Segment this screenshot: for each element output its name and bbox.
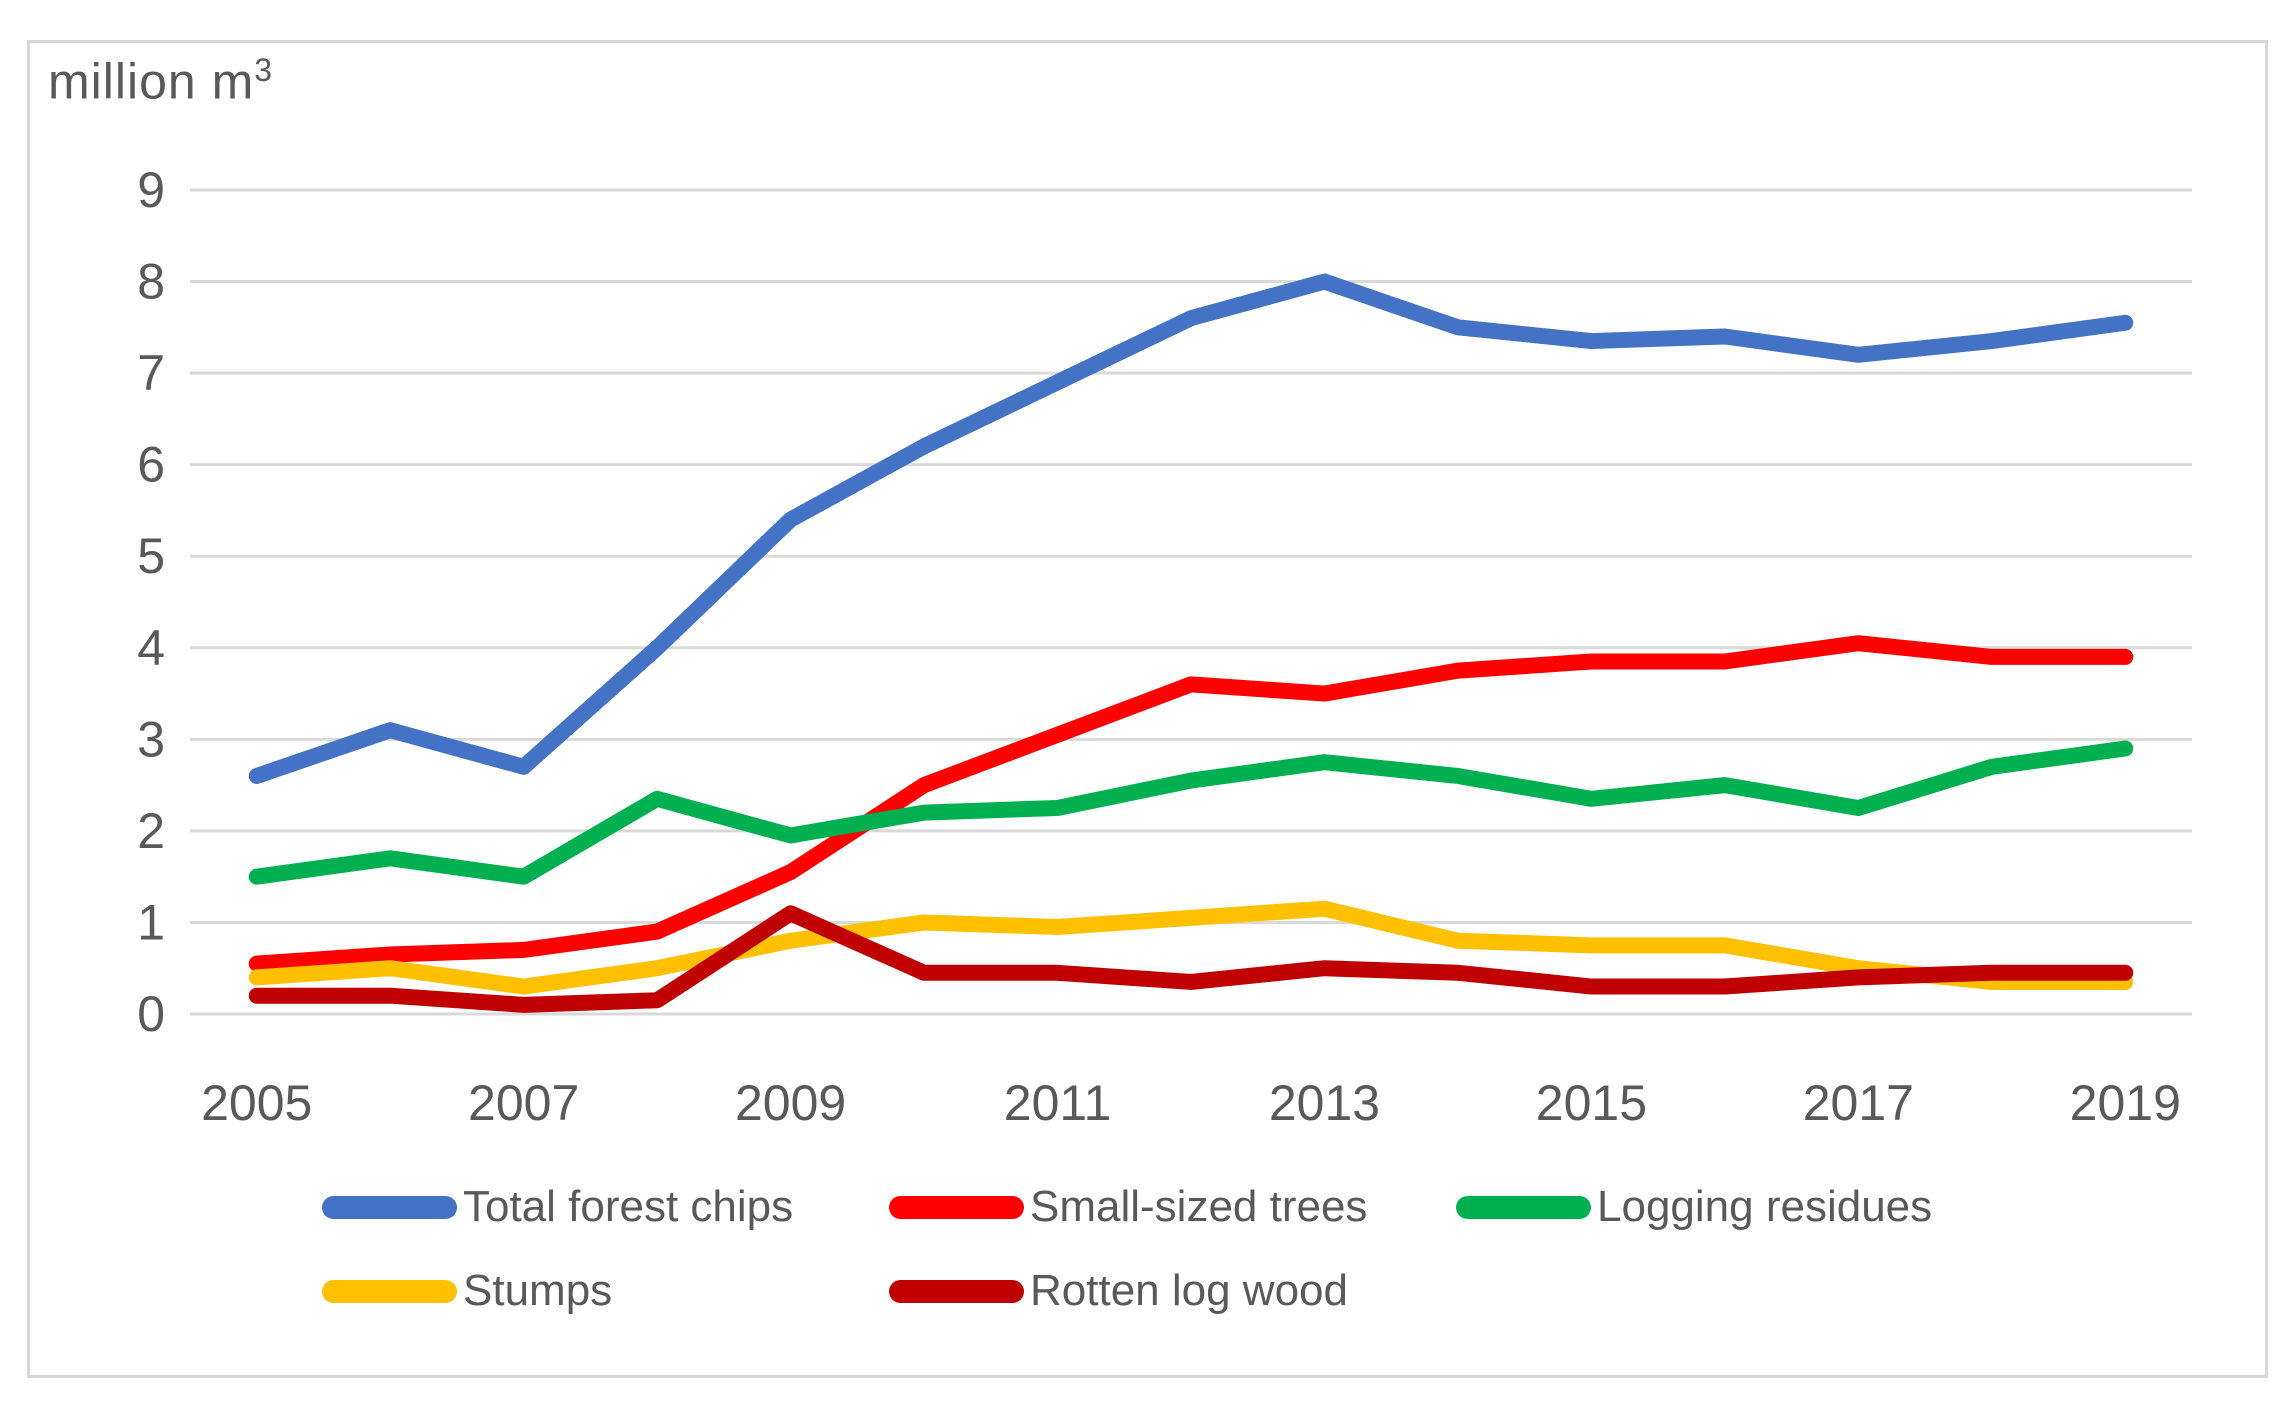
series-line-total-forest-chips	[248, 273, 2134, 784]
x-tick-label-2017: 2017	[1803, 1075, 1914, 1131]
y-tick-label-5: 5	[137, 528, 165, 584]
series-line-rotten-log-wood	[248, 905, 2134, 1013]
x-tick-label-2013: 2013	[1269, 1075, 1380, 1131]
y-tick-label-3: 3	[137, 711, 165, 767]
legend-item-small-sized-trees: Small-sized trees	[889, 1182, 1367, 1232]
axis-unit-text: million m	[48, 53, 255, 110]
series-line-logging-residues	[248, 740, 2134, 885]
legend-marker-logging-residues	[1456, 1195, 1591, 1219]
series-line-small-sized-trees	[248, 635, 2134, 972]
y-tick-label-6: 6	[137, 437, 165, 493]
legend-label-stumps: Stumps	[463, 1266, 613, 1315]
axis-unit-superscript: 3	[254, 52, 274, 88]
x-tick-label-2005: 2005	[201, 1075, 312, 1131]
legend-label-total-forest-chips: Total forest chips	[463, 1182, 794, 1231]
legend-label-logging-residues: Logging residues	[1597, 1182, 1933, 1231]
y-tick-label-7: 7	[137, 345, 165, 401]
y-tick-label-2: 2	[137, 803, 165, 859]
legend-label-rotten-log-wood: Rotten log wood	[1030, 1266, 1348, 1315]
legend-item-total-forest-chips: Total forest chips	[322, 1182, 793, 1232]
legend-label-small-sized-trees: Small-sized trees	[1030, 1182, 1368, 1231]
series-line-stumps	[248, 900, 2134, 995]
x-tick-label-2009: 2009	[735, 1075, 846, 1131]
legend-item-stumps: Stumps	[322, 1266, 612, 1316]
legend-marker-total-forest-chips	[322, 1195, 457, 1219]
y-tick-label-8: 8	[137, 254, 165, 310]
legend-item-logging-residues: Logging residues	[1456, 1182, 1932, 1232]
legend-marker-small-sized-trees	[889, 1195, 1024, 1219]
y-tick-label-0: 0	[137, 986, 165, 1042]
legend-item-rotten-log-wood: Rotten log wood	[889, 1266, 1348, 1316]
x-tick-label-2007: 2007	[468, 1075, 579, 1131]
x-tick-label-2015: 2015	[1536, 1075, 1647, 1131]
x-tick-label-2019: 2019	[2070, 1075, 2181, 1131]
legend-marker-rotten-log-wood	[889, 1279, 1024, 1303]
y-tick-label-9: 9	[137, 162, 165, 218]
x-tick-label-2011: 2011	[1004, 1075, 1112, 1131]
legend-marker-stumps	[322, 1279, 457, 1303]
y-tick-label-1: 1	[137, 894, 165, 950]
axis-unit-label: million m3	[48, 52, 273, 111]
y-tick-label-4: 4	[137, 620, 165, 676]
